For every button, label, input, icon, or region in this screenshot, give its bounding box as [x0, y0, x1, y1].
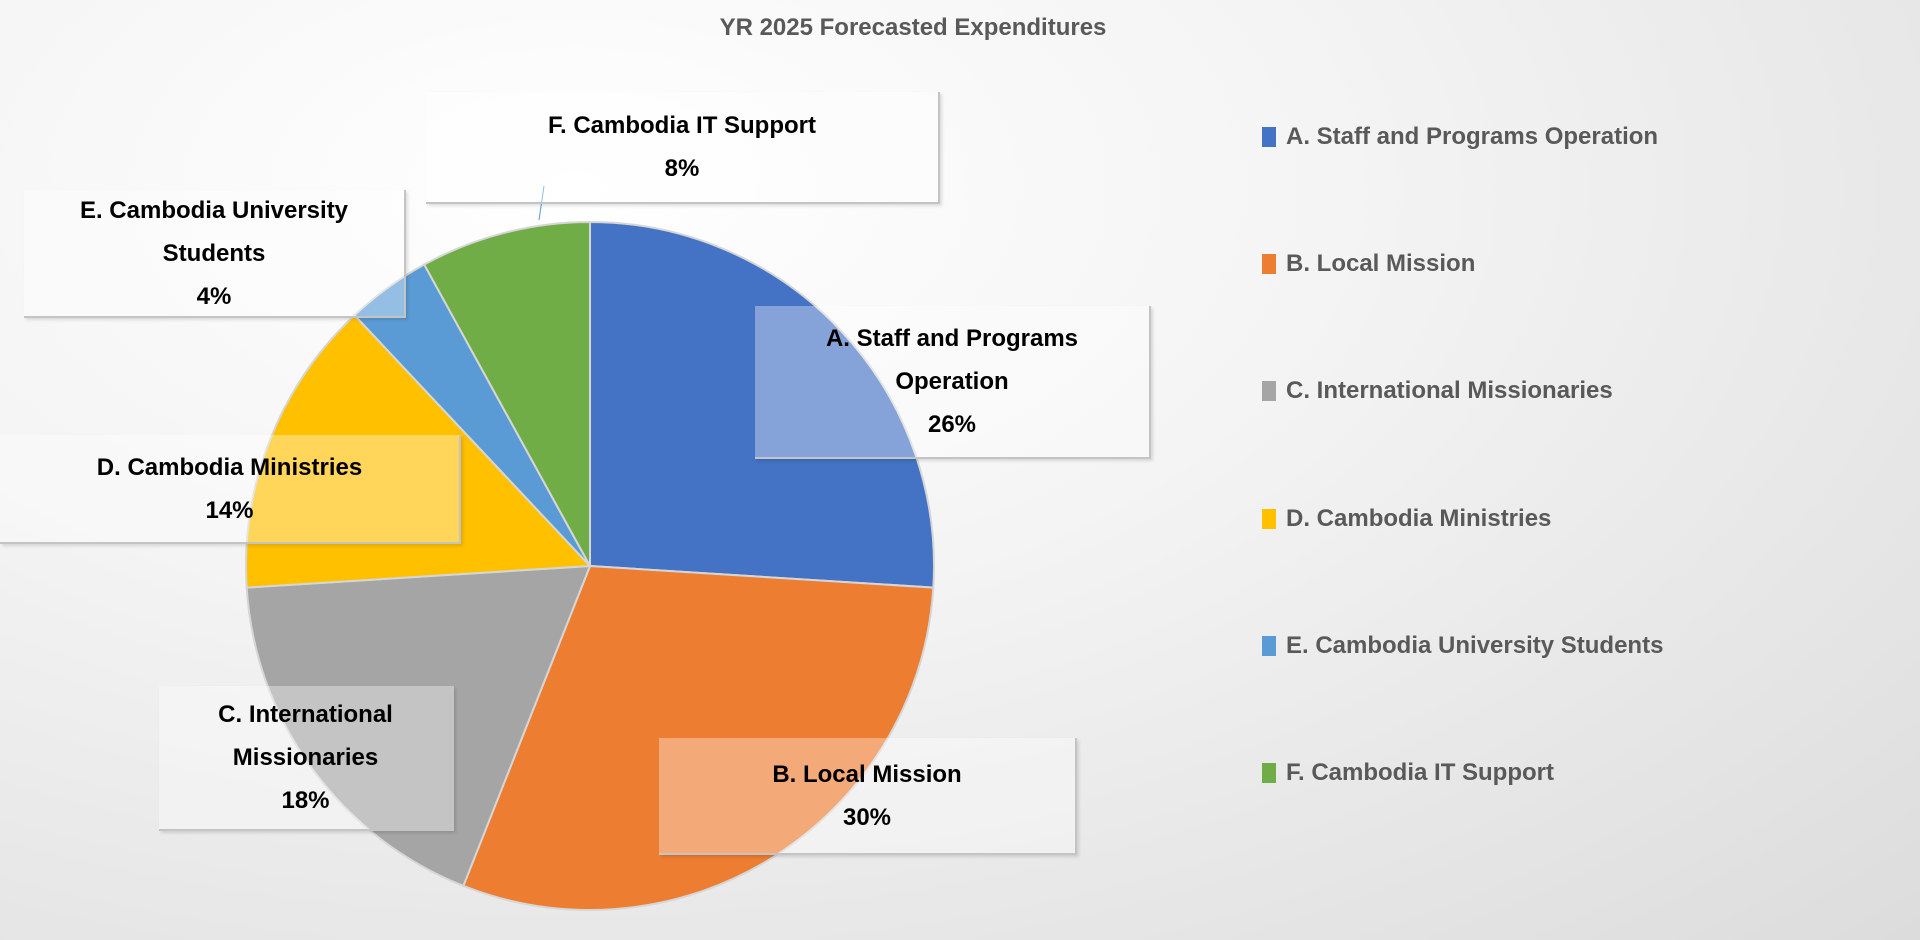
- data-label-f: F. Cambodia IT Support 8%: [426, 92, 940, 204]
- pie-slice-b: [462, 564, 935, 911]
- pie-slice-c: [245, 564, 592, 888]
- legend-label-e: E. Cambodia University Students: [1286, 632, 1664, 659]
- legend-swatch-e: [1262, 636, 1276, 656]
- data-label-f-category: F. Cambodia IT Support: [548, 112, 816, 139]
- data-label-e: E. Cambodia University Students 4%: [24, 190, 406, 318]
- legend-item-e: E. Cambodia University Students: [1262, 632, 1663, 660]
- data-label-f-value: 8%: [664, 155, 700, 182]
- pie-slice-d: [245, 313, 593, 589]
- legend-label-f: F. Cambodia IT Support: [1286, 759, 1554, 786]
- legend-item-f: F. Cambodia IT Support: [1262, 759, 1554, 787]
- legend-swatch-c: [1262, 381, 1276, 401]
- data-label-d-value: 14%: [205, 496, 254, 524]
- legend-item-a: A. Staff and Programs Operation: [1262, 123, 1658, 151]
- data-label-a-category: A. Staff and Programs Operation: [825, 325, 1079, 395]
- chart-title: YR 2025 Forecasted Expenditures: [719, 14, 1107, 41]
- data-label-a: A. Staff and Programs Operation 26%: [755, 306, 1151, 459]
- legend-item-c: C. International Missionaries: [1262, 377, 1613, 405]
- data-label-b: B. Local Mission 30%: [659, 738, 1077, 855]
- data-label-b-value: 30%: [842, 803, 892, 831]
- data-label-e-value: 4%: [196, 282, 232, 310]
- data-label-c-category: C. International Missionaries: [218, 701, 393, 771]
- pie-slice-a: [589, 220, 935, 589]
- data-label-a-value: 26%: [927, 411, 977, 438]
- data-label-c: C. International Missionaries 18%: [159, 686, 454, 831]
- data-label-b-category: B. Local Mission: [772, 760, 962, 788]
- legend-label-b: B. Local Mission: [1286, 250, 1476, 277]
- legend-item-b: B. Local Mission: [1262, 250, 1475, 278]
- data-label-d: D. Cambodia Ministries 14%: [0, 435, 461, 544]
- legend-swatch-b: [1262, 254, 1276, 274]
- pie-slice-f: [422, 220, 591, 567]
- legend-swatch-d: [1262, 509, 1276, 529]
- legend-label-c: C. International Missionaries: [1286, 377, 1613, 404]
- legend-swatch-a: [1262, 127, 1276, 147]
- legend-swatch-f: [1262, 763, 1276, 783]
- data-label-e-category: E. Cambodia University Students: [79, 196, 349, 267]
- legend-item-d: D. Cambodia Ministries: [1262, 505, 1551, 533]
- legend-label-d: D. Cambodia Ministries: [1286, 505, 1552, 532]
- data-label-c-value: 18%: [281, 787, 330, 814]
- legend-label-a: A. Staff and Programs Operation: [1286, 123, 1659, 150]
- data-label-d-category: D. Cambodia Ministries: [96, 453, 363, 481]
